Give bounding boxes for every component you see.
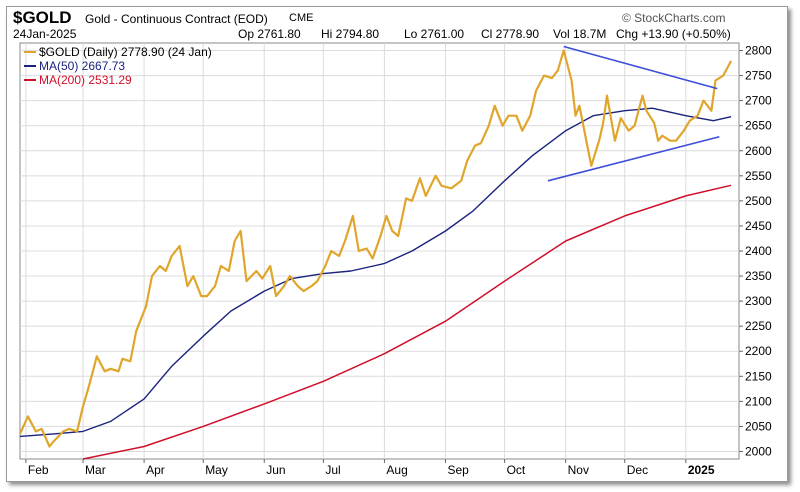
x-tick-label: Feb (28, 463, 49, 477)
ma200-series-line (82, 184, 732, 460)
chart-frame: $GOLD Gold - Continuous Contract (EOD) C… (6, 6, 788, 482)
high-value: Hi 2794.80 (321, 27, 380, 41)
x-tick-label: Jun (266, 463, 285, 477)
y-tick-label: 2000 (745, 444, 772, 458)
legend-label-price: $GOLD (Daily) 2778.90 (24 Jan) (39, 45, 212, 59)
exchange-label: CME (289, 12, 314, 24)
x-tick-label: Jul (325, 463, 340, 477)
x-tick-label: Aug (386, 463, 407, 477)
legend-label-ma200: MA(200) 2531.29 (39, 73, 132, 87)
x-tick-label: Oct (507, 463, 526, 477)
y-tick-label: 2500 (745, 194, 772, 208)
y-tick-label: 2150 (745, 369, 772, 383)
close-value: Cl 2778.90 (481, 27, 540, 41)
y-tick-label: 2750 (745, 69, 772, 83)
x-tick-label: Mar (85, 463, 106, 477)
brand-watermark: © StockCharts.com (622, 11, 726, 25)
y-tick-label: 2300 (745, 294, 772, 308)
y-tick-label: 2250 (745, 319, 772, 333)
price-chart: 2000 2050 2100 2150 2200 2250 2300 2350 2400 2450… (18, 42, 772, 477)
x-tick-label: 2025 (688, 463, 715, 477)
x-tick-label: Nov (568, 463, 589, 477)
low-value: Lo 2761.00 (404, 27, 465, 41)
y-tick-label: 2400 (745, 244, 772, 258)
legend-label-ma50: MA(50) 2667.73 (39, 59, 125, 73)
y-tick-label: 2100 (745, 394, 772, 408)
x-tick-label: Apr (146, 463, 165, 477)
y-tick-label: 2450 (745, 219, 772, 233)
y-tick-label: 2700 (745, 94, 772, 108)
symbol-label: $GOLD (13, 8, 72, 27)
trendline-2 (547, 135, 720, 182)
y-tick-label: 2050 (745, 419, 772, 433)
date-label: 24Jan-2025 (13, 27, 77, 41)
open-value: Op 2761.80 (238, 27, 301, 41)
y-tick-label: 2650 (745, 119, 772, 133)
ma50-series-line (19, 107, 732, 438)
y-tick-label: 2600 (745, 144, 772, 158)
x-tick-label: May (205, 463, 228, 477)
trendline-1 (563, 45, 718, 90)
y-tick-label: 2800 (745, 44, 772, 58)
volume-value: Vol 18.7M (553, 27, 607, 41)
y-tick-label: 2200 (745, 344, 772, 358)
change-value: Chg +13.90 (+0.50%) (616, 27, 731, 41)
price-series-line (18, 49, 733, 448)
x-tick-label: Dec (627, 463, 648, 477)
y-tick-label: 2550 (745, 169, 772, 183)
instrument-description: Gold - Continuous Contract (EOD) (85, 12, 268, 26)
y-tick-label: 2350 (745, 269, 772, 283)
x-tick-label: Sep (447, 463, 469, 477)
